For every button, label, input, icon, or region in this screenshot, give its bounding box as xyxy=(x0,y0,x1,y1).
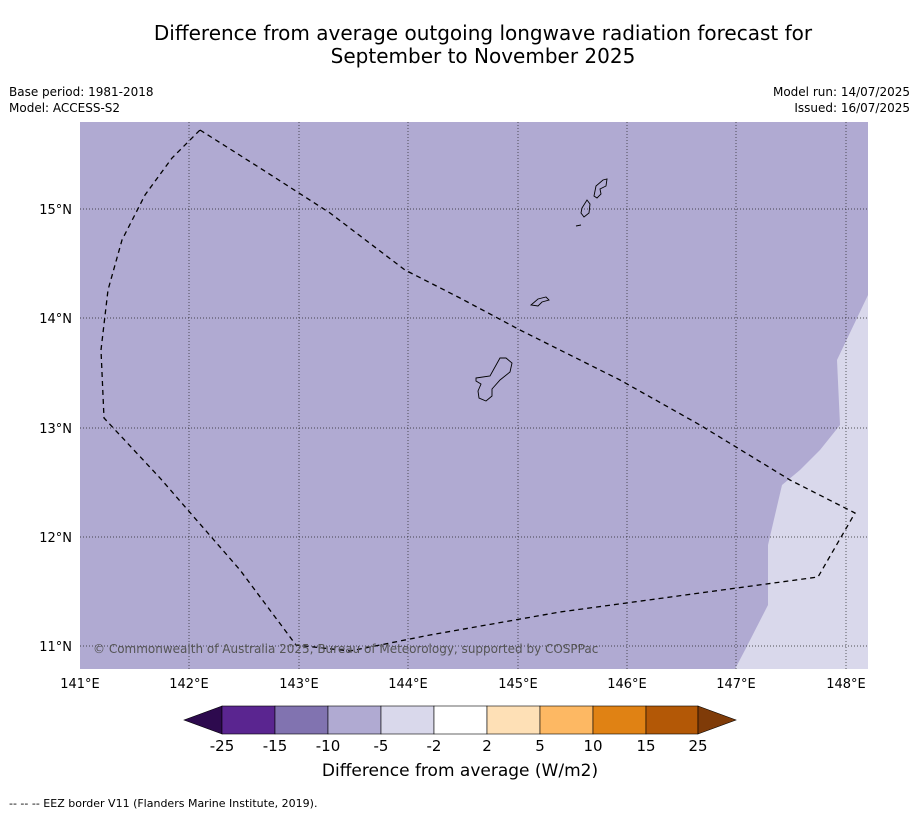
model-name: Model: ACCESS-S2 xyxy=(9,101,121,115)
colorbar-label-5: -2 xyxy=(427,737,442,755)
map-area xyxy=(80,122,868,669)
lon-label-147: 147°E xyxy=(716,677,756,692)
colorbar-label-1: -25 xyxy=(210,737,235,755)
lon-labels: 141°E 142°E 143°E 144°E 145°E 146°E 147°… xyxy=(60,677,866,692)
lon-label-148: 148°E xyxy=(826,677,866,692)
island-guam xyxy=(475,357,513,402)
colorbar-box-9 xyxy=(645,705,699,735)
lon-label-144: 144°E xyxy=(388,677,428,692)
lat-label-12: 12°N xyxy=(39,531,72,546)
anomaly-region-light xyxy=(735,295,868,669)
colorbar-box-3 xyxy=(327,705,382,735)
islands xyxy=(475,178,608,402)
title-line-2: September to November 2025 xyxy=(330,44,636,68)
colorbar-box-1 xyxy=(221,705,276,735)
chart-title: Difference from average outgoing longwav… xyxy=(60,22,906,68)
base-period: Base period: 1981-2018 xyxy=(9,85,154,99)
title-line-1: Difference from average outgoing longwav… xyxy=(153,21,813,45)
colorbar-label-7: 5 xyxy=(535,737,545,755)
lon-label-143: 143°E xyxy=(279,677,319,692)
colorbar-label-9: 15 xyxy=(636,737,655,755)
colorbar xyxy=(183,705,737,735)
lon-label-141: 141°E xyxy=(60,677,100,692)
gridlines xyxy=(80,122,868,669)
model-run: Model run: 14/07/2025 xyxy=(772,85,910,99)
colorbar-extend-high xyxy=(697,705,737,735)
colorbar-label-4: -5 xyxy=(374,737,389,755)
colorbar-box-7 xyxy=(539,705,594,735)
colorbar-box-6 xyxy=(486,705,541,735)
meta-right: Model run: 14/07/2025 Issued: 16/07/2025 xyxy=(773,84,910,116)
lon-label-145: 145°E xyxy=(498,677,538,692)
issued-date: Issued: 16/07/2025 xyxy=(794,101,910,115)
colorbar-label-10: 25 xyxy=(688,737,707,755)
colorbar-box-4 xyxy=(380,705,435,735)
colorbar-label-2: -15 xyxy=(263,737,288,755)
lat-labels: 15°N 14°N 13°N 12°N 11°N xyxy=(39,203,72,655)
lon-label-146: 146°E xyxy=(607,677,647,692)
colorbar-box-2 xyxy=(274,705,329,735)
colorbar-label-8: 10 xyxy=(583,737,602,755)
map-copyright: © Commonwealth of Australia 2025, Bureau… xyxy=(93,642,598,656)
lat-label-14: 14°N xyxy=(39,312,72,327)
island-saipan xyxy=(593,178,608,199)
lat-label-13: 13°N xyxy=(39,422,72,437)
island-aguijan xyxy=(575,224,582,227)
meta-left: Base period: 1981-2018 Model: ACCESS-S2 xyxy=(9,84,154,116)
lat-label-11: 11°N xyxy=(39,640,72,655)
colorbar-labels: -25 -15 -10 -5 -2 2 5 10 15 25 xyxy=(210,737,708,755)
colorbar-box-5 xyxy=(433,705,488,735)
island-tinian xyxy=(580,199,591,218)
colorbar-title: Difference from average (W/m2) xyxy=(321,761,599,781)
footnote: -- -- -- EEZ border V11 (Flanders Marine… xyxy=(9,797,318,810)
colorbar-label-3: -10 xyxy=(316,737,341,755)
colorbar-extend-low xyxy=(183,705,223,735)
lon-label-142: 142°E xyxy=(169,677,209,692)
colorbar-box-8 xyxy=(592,705,647,735)
colorbar-label-6: 2 xyxy=(482,737,492,755)
island-rota xyxy=(529,296,550,307)
lat-label-15: 15°N xyxy=(39,203,72,218)
